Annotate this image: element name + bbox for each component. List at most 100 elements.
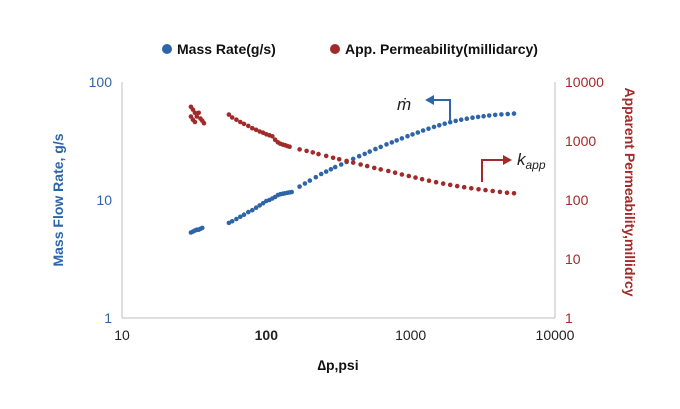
mass-rate-point <box>470 115 475 120</box>
x-tick-label: 100 <box>255 327 279 343</box>
app-permeability-point <box>447 182 453 188</box>
mass-rate-point <box>453 118 459 124</box>
y-left-axis-title: Mass Flow Rate, g/s <box>50 133 66 266</box>
app-permeability-point <box>469 186 474 191</box>
mass-rate-point <box>492 112 498 118</box>
mass-rate-point <box>246 209 251 215</box>
mass-rate-point <box>328 167 334 172</box>
app-permeability-point <box>504 190 510 195</box>
app-permeability-point <box>372 165 377 171</box>
mass-rate-point <box>384 142 389 147</box>
app-permeability-point <box>399 172 405 177</box>
mass-rate-point <box>431 124 437 130</box>
app-permeability-point <box>297 147 302 152</box>
mass-rate-point <box>405 133 410 139</box>
app-permeability-point <box>497 189 503 195</box>
mass-rate-point <box>356 153 362 159</box>
legend-label-app-permeability: App. Permeability(millidarcy) <box>345 41 538 57</box>
app-permeability-point <box>310 150 316 155</box>
mass-rate-point <box>458 117 464 122</box>
app-permeability-point <box>253 127 259 133</box>
y-left-tick-label: 100 <box>89 74 113 90</box>
mass-rate-point <box>313 174 319 180</box>
app-permeability-point <box>392 170 398 175</box>
y-right-tick-label: 10000 <box>565 74 604 90</box>
mass-rate-point <box>415 130 421 135</box>
mass-rate-point <box>250 207 255 213</box>
mass-rate-point <box>302 181 308 186</box>
mass-rate-point <box>338 162 344 167</box>
mass-rate-point <box>367 149 373 154</box>
app-permeability-point <box>194 114 200 119</box>
x-tick-label: 10000 <box>536 327 575 343</box>
annotation-mass-rate: ṁ <box>397 95 451 122</box>
app-permeability-point <box>433 179 439 185</box>
mass-rate-point <box>464 116 470 121</box>
legend-marker-app-permeability <box>330 44 340 54</box>
y-right-tick-label: 100 <box>565 192 589 208</box>
x-axis-title: ∆p,psi <box>317 357 358 373</box>
mass-rate-point <box>234 216 239 222</box>
y-right-tick-label: 1 <box>565 310 573 326</box>
app-permeability-point <box>238 119 243 125</box>
mass-rate-point <box>442 121 448 126</box>
app-permeability-point <box>511 191 517 196</box>
app-permeability-point <box>304 148 309 154</box>
mass-rate-point <box>253 205 259 210</box>
legend-label-mass-rate: Mass Rate(g/s) <box>177 41 276 57</box>
mass-rate-point <box>257 203 263 208</box>
mass-rate-point <box>399 136 405 141</box>
app-permeability-point <box>440 181 446 186</box>
mass-rate-point <box>410 132 415 137</box>
app-permeability-point <box>323 153 329 159</box>
mass-rate-point <box>394 138 400 143</box>
app-permeability-point <box>226 112 232 117</box>
app-permeability-point <box>246 123 251 129</box>
mass-rate-point <box>238 214 243 220</box>
annotation-arrow-app-permeability <box>481 159 505 182</box>
mass-rate-point <box>420 128 426 133</box>
app-permeability-point <box>330 155 336 161</box>
mass-rate-point <box>307 178 313 183</box>
app-permeability-point <box>336 157 342 162</box>
y-left-tick-label: 10 <box>96 192 112 208</box>
annotation-app-permeability: kapp <box>481 150 546 182</box>
app-permeability-point <box>241 121 247 127</box>
mass-rate-point <box>350 156 356 162</box>
app-permeability-point <box>406 173 412 179</box>
app-permeability-point <box>483 187 488 193</box>
mass-rate-point <box>200 225 205 231</box>
annotation-k-symbol: k <box>517 150 527 169</box>
app-permeability-point <box>378 167 384 172</box>
mass-rate-point <box>297 184 302 189</box>
app-permeability-point <box>426 178 432 183</box>
mass-rate-point <box>373 146 378 152</box>
app-permeability-point <box>201 120 207 126</box>
app-permeability-point <box>454 183 460 189</box>
mass-rate-point <box>437 123 442 128</box>
app-permeability-point <box>229 115 235 120</box>
app-permeability-point <box>234 117 239 122</box>
mass-rate-point <box>260 200 266 206</box>
annotation-arrowhead-mass-rate <box>425 95 434 105</box>
mass-rate-point <box>323 169 329 174</box>
annotation-k-subscript: app <box>526 158 546 172</box>
app-permeability-point <box>419 176 425 182</box>
app-permeability-point <box>192 119 198 125</box>
mass-rate-point <box>362 151 368 157</box>
mass-rate-point <box>318 171 324 177</box>
app-permeability-point <box>358 162 363 167</box>
legend: Mass Rate(g/s) App. Permeability(millida… <box>162 41 538 57</box>
y-right-axis-title: Apparent Permeability,millidrcy <box>622 87 638 296</box>
app-permeability-point <box>350 160 356 165</box>
mass-rate-point <box>505 111 511 117</box>
x-tick-label: 1000 <box>395 327 426 343</box>
annotation-arrow-mass-rate <box>432 99 451 122</box>
app-permeability-point <box>344 158 349 164</box>
mass-rate-point <box>511 111 517 116</box>
app-permeability-point <box>386 168 391 174</box>
legend-marker-mass-rate <box>162 44 172 54</box>
mass-rate-point <box>475 114 481 120</box>
